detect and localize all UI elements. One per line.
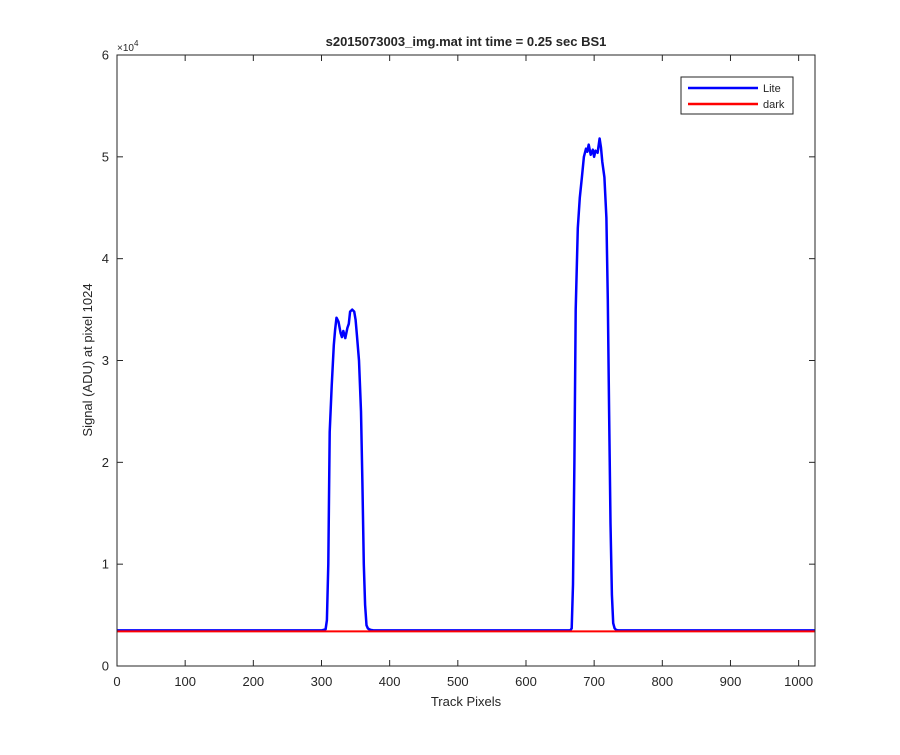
y-tick-label: 2: [102, 455, 109, 470]
y-exponent-base: ×10: [117, 43, 134, 54]
legend-label-lite: Lite: [763, 83, 781, 95]
x-tick-label: 0: [113, 674, 120, 689]
y-tick-label: 3: [102, 353, 109, 368]
legend-box: [680, 76, 794, 115]
y-tick-label: 5: [102, 149, 109, 164]
x-tick-label: 700: [583, 674, 605, 689]
chart-title: s2015073003_img.mat int time = 0.25 sec …: [326, 34, 607, 49]
legend-label-dark: dark: [763, 99, 785, 111]
y-exponent-power: 4: [134, 39, 139, 48]
x-tick-label: 400: [379, 674, 401, 689]
x-tick-label: 600: [515, 674, 537, 689]
y-tick-label: 1: [102, 557, 109, 572]
axes-box: [116, 54, 816, 667]
tick-layer: 0 100 200 300 400 500 600 700 800 900 1000 0 1 2 3 4 5 6: [102, 48, 815, 689]
x-tick-label: 1000: [784, 674, 813, 689]
y-axis-label: Signal (ADU) at pixel 1024: [80, 283, 95, 436]
y-exponent-label: ×104: [117, 39, 139, 54]
y-tick-label: 4: [102, 251, 109, 266]
y-tick-label: 6: [102, 48, 109, 63]
series-layer: [117, 137, 815, 633]
x-tick-label: 900: [720, 674, 742, 689]
x-tick-label: 100: [174, 674, 196, 689]
x-tick-label: 200: [242, 674, 264, 689]
x-tick-label: 500: [447, 674, 469, 689]
x-tick-label: 300: [311, 674, 333, 689]
legend: Lite dark: [680, 76, 794, 115]
y-tick-label: 0: [102, 659, 109, 674]
x-tick-label: 800: [651, 674, 673, 689]
plot-area: [117, 55, 815, 666]
x-axis-label: Track Pixels: [431, 694, 502, 709]
